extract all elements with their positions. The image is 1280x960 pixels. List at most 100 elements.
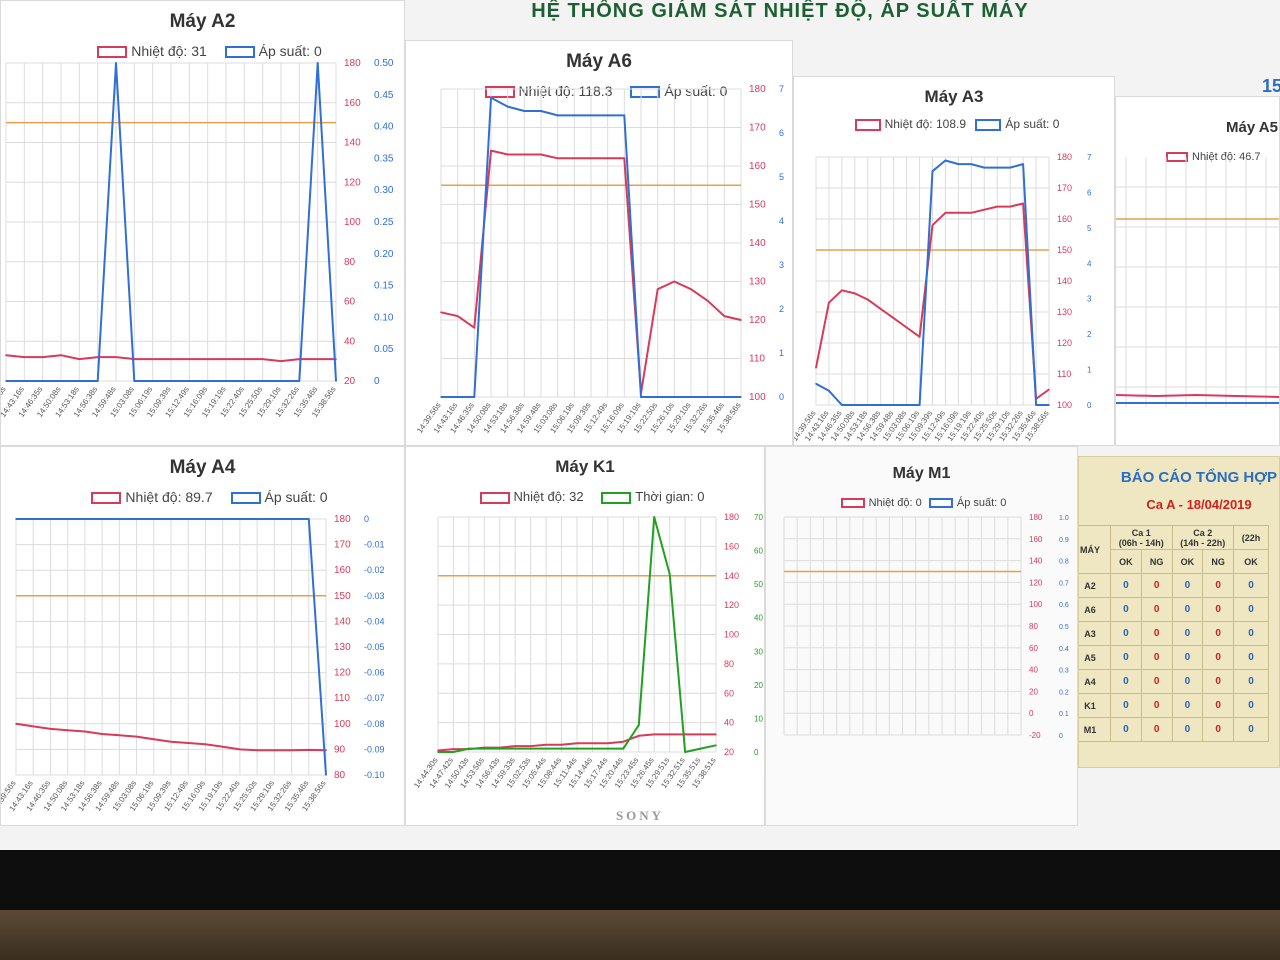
temp-axis-tick: 60 bbox=[1029, 644, 1038, 653]
temp-axis-tick: 100 bbox=[1029, 600, 1043, 609]
temp-data-point bbox=[576, 742, 578, 744]
pressure-data-point bbox=[545, 747, 547, 750]
pressure-data-point bbox=[815, 382, 817, 385]
temp-axis-tick: 130 bbox=[1057, 307, 1072, 317]
temp-value: 46.7 bbox=[1239, 151, 1261, 163]
pressure-legend-swatch[interactable] bbox=[975, 118, 1002, 131]
temp-legend-swatch[interactable] bbox=[479, 491, 510, 504]
report-machine-cell: A2 bbox=[1079, 573, 1111, 598]
pressure-data-point bbox=[607, 747, 609, 750]
temp-data-point bbox=[1022, 202, 1024, 205]
pressure-axis-tick: 0.1 bbox=[1059, 711, 1069, 718]
pressure-axis-tick: 0.6 bbox=[1059, 602, 1069, 609]
temp-legend-swatch[interactable] bbox=[97, 46, 128, 59]
temp-data-point bbox=[101, 733, 103, 735]
temp-data-point bbox=[854, 292, 856, 295]
report-ng-cell: 0 bbox=[1202, 645, 1234, 670]
pressure-data-point bbox=[188, 380, 191, 382]
pressure-data-point bbox=[204, 518, 207, 520]
temp-axis-tick: 140 bbox=[724, 571, 739, 581]
time-axis-tick: 0 bbox=[754, 748, 759, 757]
report-machine-cell: M1 bbox=[1079, 717, 1111, 742]
pressure-data-point bbox=[656, 396, 659, 398]
pressure-legend-swatch[interactable] bbox=[928, 498, 953, 509]
temp-legend-label: Nhiệt độ bbox=[868, 497, 910, 509]
temp-data-point bbox=[957, 212, 960, 214]
temp-legend-swatch[interactable] bbox=[840, 498, 865, 509]
temp-axis-tick: 160 bbox=[344, 98, 361, 109]
panel-title: Máy A2 bbox=[169, 11, 236, 32]
temp-data-point bbox=[204, 743, 207, 746]
temp-legend-swatch[interactable] bbox=[854, 118, 881, 131]
pressure-data-point bbox=[335, 380, 337, 382]
pressure-legend-label: Áp suất bbox=[664, 83, 712, 99]
temp-legend-swatch[interactable] bbox=[91, 492, 122, 505]
temp-data-point bbox=[60, 354, 62, 356]
report-body: A2 0 0 0 0 0 A6 0 0 0 0 0 A3 0 0 0 0 0 A5 0 0 0 0 0 A4 0 0 0 0 0 K1 0 0 0… bbox=[1079, 573, 1269, 742]
pressure-data-point bbox=[456, 396, 459, 398]
temp-data-point bbox=[187, 742, 190, 744]
temp-data-point bbox=[970, 212, 973, 214]
pressure-axis-tick: 2 bbox=[779, 304, 784, 314]
report-ok-cell: 0 bbox=[1233, 621, 1269, 646]
pressure-data-point bbox=[151, 380, 154, 382]
report-ok-cell: 0 bbox=[1110, 693, 1142, 718]
temp-legend-swatch[interactable] bbox=[1166, 152, 1188, 163]
temp-data-point bbox=[996, 205, 999, 208]
temp-data-point bbox=[78, 358, 81, 360]
temp-data-point bbox=[206, 358, 209, 360]
temp-data-point bbox=[316, 358, 319, 360]
report-machine-cell: A6 bbox=[1079, 597, 1111, 622]
report-row: A2 0 0 0 0 0 bbox=[1079, 573, 1269, 598]
pressure-data-point bbox=[529, 747, 532, 750]
chart-grid bbox=[15, 518, 327, 776]
temp-axis-tick: 140 bbox=[334, 616, 351, 627]
pressure-data-point bbox=[715, 744, 717, 747]
pressure-legend-swatch[interactable] bbox=[230, 492, 261, 505]
temp-data-point bbox=[606, 157, 609, 160]
temp-axis-tick: 110 bbox=[749, 354, 765, 365]
temp-data-point bbox=[307, 749, 310, 751]
temp-data-point bbox=[673, 280, 676, 283]
temp-data-point bbox=[560, 743, 563, 746]
temp-axis-tick: 150 bbox=[334, 591, 351, 602]
temp-data-point bbox=[866, 298, 869, 301]
temp-data-point bbox=[325, 749, 327, 751]
report-ng-cell: 0 bbox=[1202, 717, 1234, 742]
time-legend-swatch[interactable] bbox=[601, 491, 632, 504]
temp-data-point bbox=[84, 730, 86, 733]
temp-axis-tick: 120 bbox=[724, 600, 739, 610]
temp-data-point bbox=[706, 299, 709, 302]
pressure-data-point bbox=[243, 380, 246, 382]
pressure-data-point bbox=[483, 747, 486, 750]
temp-data-point bbox=[32, 725, 35, 728]
pressure-data-point bbox=[307, 518, 310, 520]
temp-axis-tick: -20 bbox=[1029, 731, 1041, 740]
temp-data-point bbox=[170, 740, 172, 743]
panel-may-a6: Máy A6 Nhiệt độ: 118.3 Áp suất: 0 100 110… bbox=[405, 40, 793, 446]
temp-axis-tick: 170 bbox=[749, 123, 766, 134]
report-row: A5 0 0 0 0 0 bbox=[1079, 645, 1269, 670]
pressure-data-point bbox=[468, 747, 470, 750]
shift-2-label: Ca 2 bbox=[1193, 527, 1213, 538]
report-ok-cell: 0 bbox=[1171, 693, 1204, 718]
temp-data-point bbox=[49, 728, 52, 730]
temp-value: 0 bbox=[915, 497, 922, 509]
temp-data-point bbox=[556, 157, 559, 160]
pressure-data-point bbox=[591, 747, 594, 750]
report-ok-cell: 0 bbox=[1233, 693, 1269, 718]
pressure-data-point bbox=[101, 518, 103, 520]
temp-data-point bbox=[118, 734, 121, 737]
temp-axis-tick: 150 bbox=[749, 200, 766, 211]
temp-axis-tick: 150 bbox=[1057, 245, 1072, 255]
pressure-data-point bbox=[96, 380, 99, 382]
pressure-data-point bbox=[152, 518, 155, 520]
pressure-data-point bbox=[225, 380, 227, 382]
chart-a5 bbox=[1116, 157, 1279, 407]
temp-axis-tick: 20 bbox=[344, 376, 356, 387]
pressure-legend-swatch[interactable] bbox=[224, 46, 255, 59]
legend: Nhiệt độ: 108.9 Áp suất: 0 bbox=[794, 117, 1114, 131]
temp-axis-tick: 160 bbox=[749, 161, 766, 172]
report-ok-cell: 0 bbox=[1110, 717, 1142, 742]
temp-value: 108.9 bbox=[935, 117, 966, 131]
